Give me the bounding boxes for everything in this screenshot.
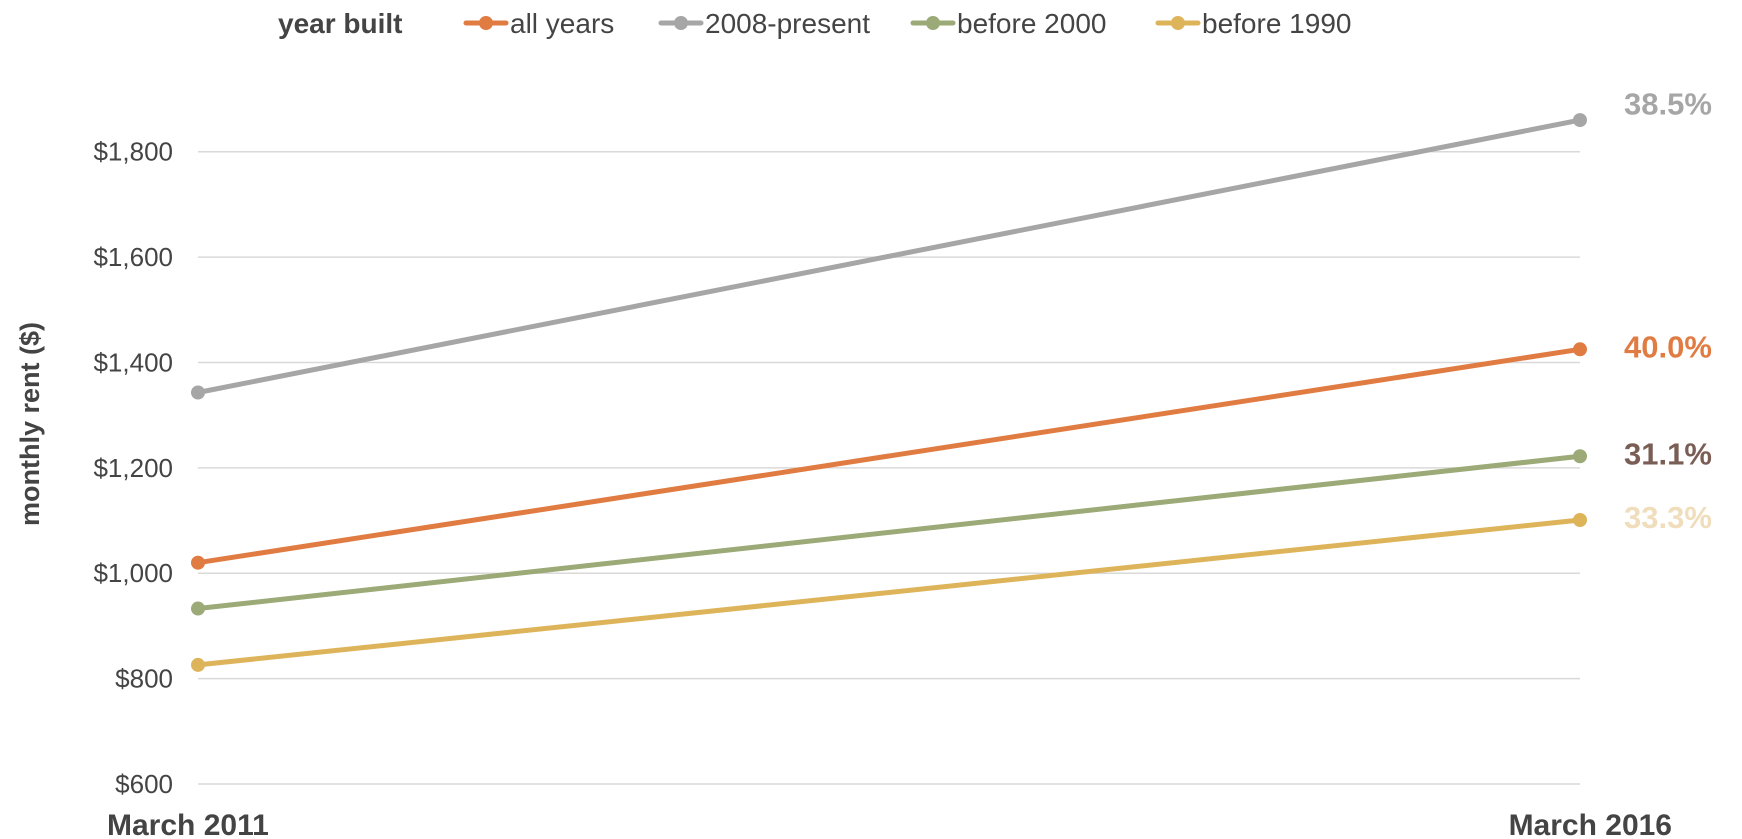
y-tick-label: $1,200 xyxy=(93,453,173,483)
data-point-2008-present xyxy=(1573,113,1587,128)
x-tick-label: March 2011 xyxy=(107,809,269,839)
y-tick-label: $800 xyxy=(115,664,173,694)
legend-swatch-marker xyxy=(479,16,493,30)
data-point-before-1990 xyxy=(1573,513,1587,528)
data-point-before-1990 xyxy=(191,657,205,672)
data-point-2008-present xyxy=(191,385,205,400)
legend-swatch-marker xyxy=(1171,16,1185,30)
y-tick-label: $600 xyxy=(115,769,173,799)
series-line-all-years xyxy=(195,346,1583,566)
y-axis-title: monthly rent ($) xyxy=(15,322,45,526)
x-tick-label: March 2016 xyxy=(1509,809,1672,839)
legend-item-all-years: all years xyxy=(463,8,614,39)
data-point-all-years xyxy=(1573,342,1587,357)
legend-label: all years xyxy=(510,8,614,39)
end-label-before-1990: 33.3% xyxy=(1624,500,1712,535)
y-tick-label: $1,600 xyxy=(93,242,173,272)
legend-label: before 2000 xyxy=(957,8,1106,39)
legend-swatch-marker xyxy=(674,16,688,30)
series-group xyxy=(191,113,1587,672)
gridlines xyxy=(198,150,1580,785)
series-line-2008-present xyxy=(195,117,1583,395)
series-line-before-2000 xyxy=(195,453,1583,612)
legend-label: before 1990 xyxy=(1202,8,1351,39)
legend-item-before-2000: before 2000 xyxy=(910,8,1106,39)
data-point-before-2000 xyxy=(191,601,205,616)
x-axis-ticks: March 2011 March 2016 xyxy=(107,809,1672,839)
end-labels: 40.0% 38.5% 31.1% 33.3% xyxy=(1624,86,1712,535)
y-tick-label: $1,400 xyxy=(93,347,173,377)
y-tick-label: $1,000 xyxy=(93,558,173,588)
series-line-before-1990 xyxy=(195,517,1583,668)
legend-item-2008-present: 2008-present xyxy=(658,8,870,39)
data-point-all-years xyxy=(191,555,205,570)
legend-item-before-1990: before 1990 xyxy=(1155,8,1351,39)
y-axis-ticks: $600 $800 $1,000 $1,200 $1,400 $1,600 $1,800 xyxy=(93,137,173,799)
legend: year built all years 2008-present before 2… xyxy=(278,8,1351,39)
end-label-2008-present: 38.5% xyxy=(1624,86,1712,121)
end-label-before-2000: 31.1% xyxy=(1624,436,1712,471)
legend-title: year built xyxy=(278,8,402,39)
legend-label: 2008-present xyxy=(705,8,870,39)
y-tick-label: $1,800 xyxy=(93,137,173,167)
end-label-all-years: 40.0% xyxy=(1624,329,1712,364)
data-point-before-2000 xyxy=(1573,449,1587,464)
legend-swatch-marker xyxy=(926,16,940,30)
